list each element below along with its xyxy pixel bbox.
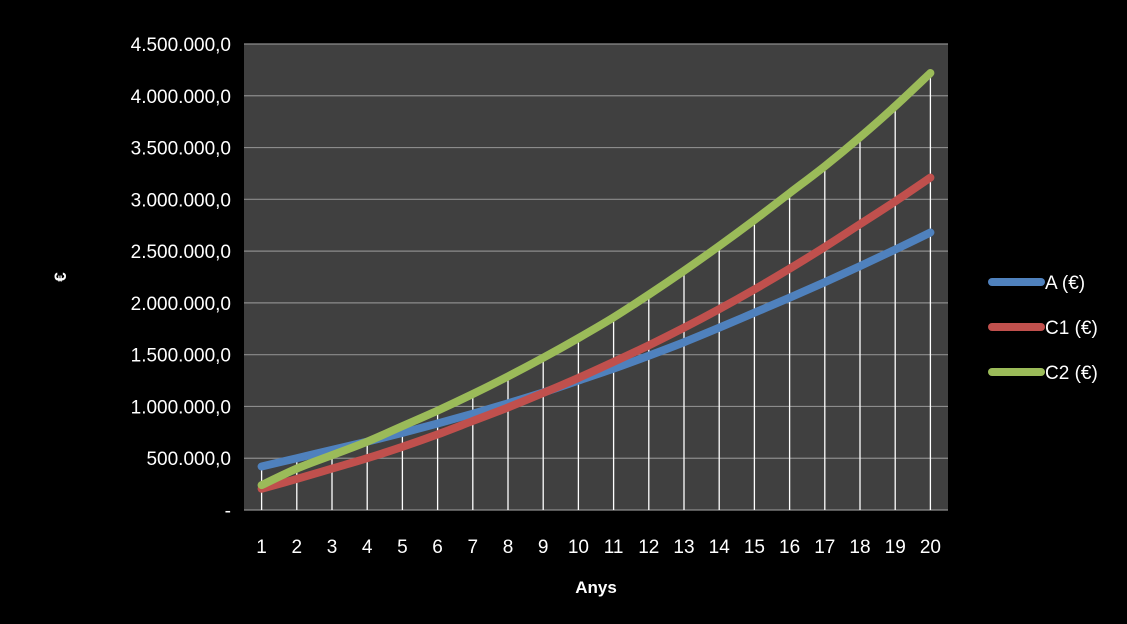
x-tick-label: 8: [503, 537, 514, 558]
y-tick-label: -: [225, 501, 231, 522]
legend-label-1: A (€): [1045, 273, 1085, 294]
x-tick-label: 9: [538, 537, 549, 558]
x-tick-label: 1: [256, 537, 267, 558]
y-tick-label: 4.500.000,0: [131, 35, 231, 56]
y-tick-label: 500.000,0: [146, 449, 231, 470]
x-tick-label: 5: [397, 537, 408, 558]
x-tick-label: 20: [920, 537, 941, 558]
gridlines: [244, 43, 948, 511]
y-tick-label: 1.000.000,0: [131, 397, 231, 418]
x-tick-label: 4: [362, 537, 373, 558]
x-tick-label: 10: [568, 537, 589, 558]
x-tick-label: 12: [638, 537, 659, 558]
x-tick-label: 7: [468, 537, 479, 558]
y-tick-label: 3.500.000,0: [131, 139, 231, 160]
x-tick-label: 6: [432, 537, 443, 558]
x-tick-label: 19: [885, 537, 906, 558]
x-tick-label: 16: [779, 537, 800, 558]
series-line-3: [257, 68, 935, 490]
legend: A (€) C1 (€) C2 (€): [988, 273, 1098, 384]
x-tick-label: 15: [744, 537, 765, 558]
legend-label-2: C1 (€): [1045, 318, 1098, 339]
series-lines: [257, 68, 935, 493]
y-tick-label: 3.000.000,0: [131, 190, 231, 211]
x-tick-label: 17: [814, 537, 835, 558]
x-axis-ticks: 1 2 3 4 5 6 7 8 9 10 11 12 13 14 15 16 17 18 19 20: [256, 537, 941, 558]
x-tick-label: 14: [709, 537, 731, 558]
legend-label-3: C2 (€): [1045, 363, 1098, 384]
drop-lines: [260, 72, 932, 510]
y-tick-label: 2.000.000,0: [131, 294, 231, 315]
x-tick-label: 13: [673, 537, 694, 558]
x-tick-label: 2: [292, 537, 303, 558]
y-tick-label: 4.000.000,0: [131, 87, 231, 108]
y-tick-label: 2.500.000,0: [131, 242, 231, 263]
y-axis-ticks: - 500.000,0 1.000.000,0 1.500.000,0 2.000.00…: [131, 35, 231, 522]
x-tick-label: 18: [849, 537, 870, 558]
series-line-2: [257, 173, 935, 493]
x-tick-label: 3: [327, 537, 338, 558]
y-axis-title: €: [51, 272, 70, 282]
x-tick-label: 11: [604, 537, 624, 558]
y-tick-label: 1.500.000,0: [131, 346, 231, 367]
x-axis-title: Anys: [575, 578, 617, 597]
